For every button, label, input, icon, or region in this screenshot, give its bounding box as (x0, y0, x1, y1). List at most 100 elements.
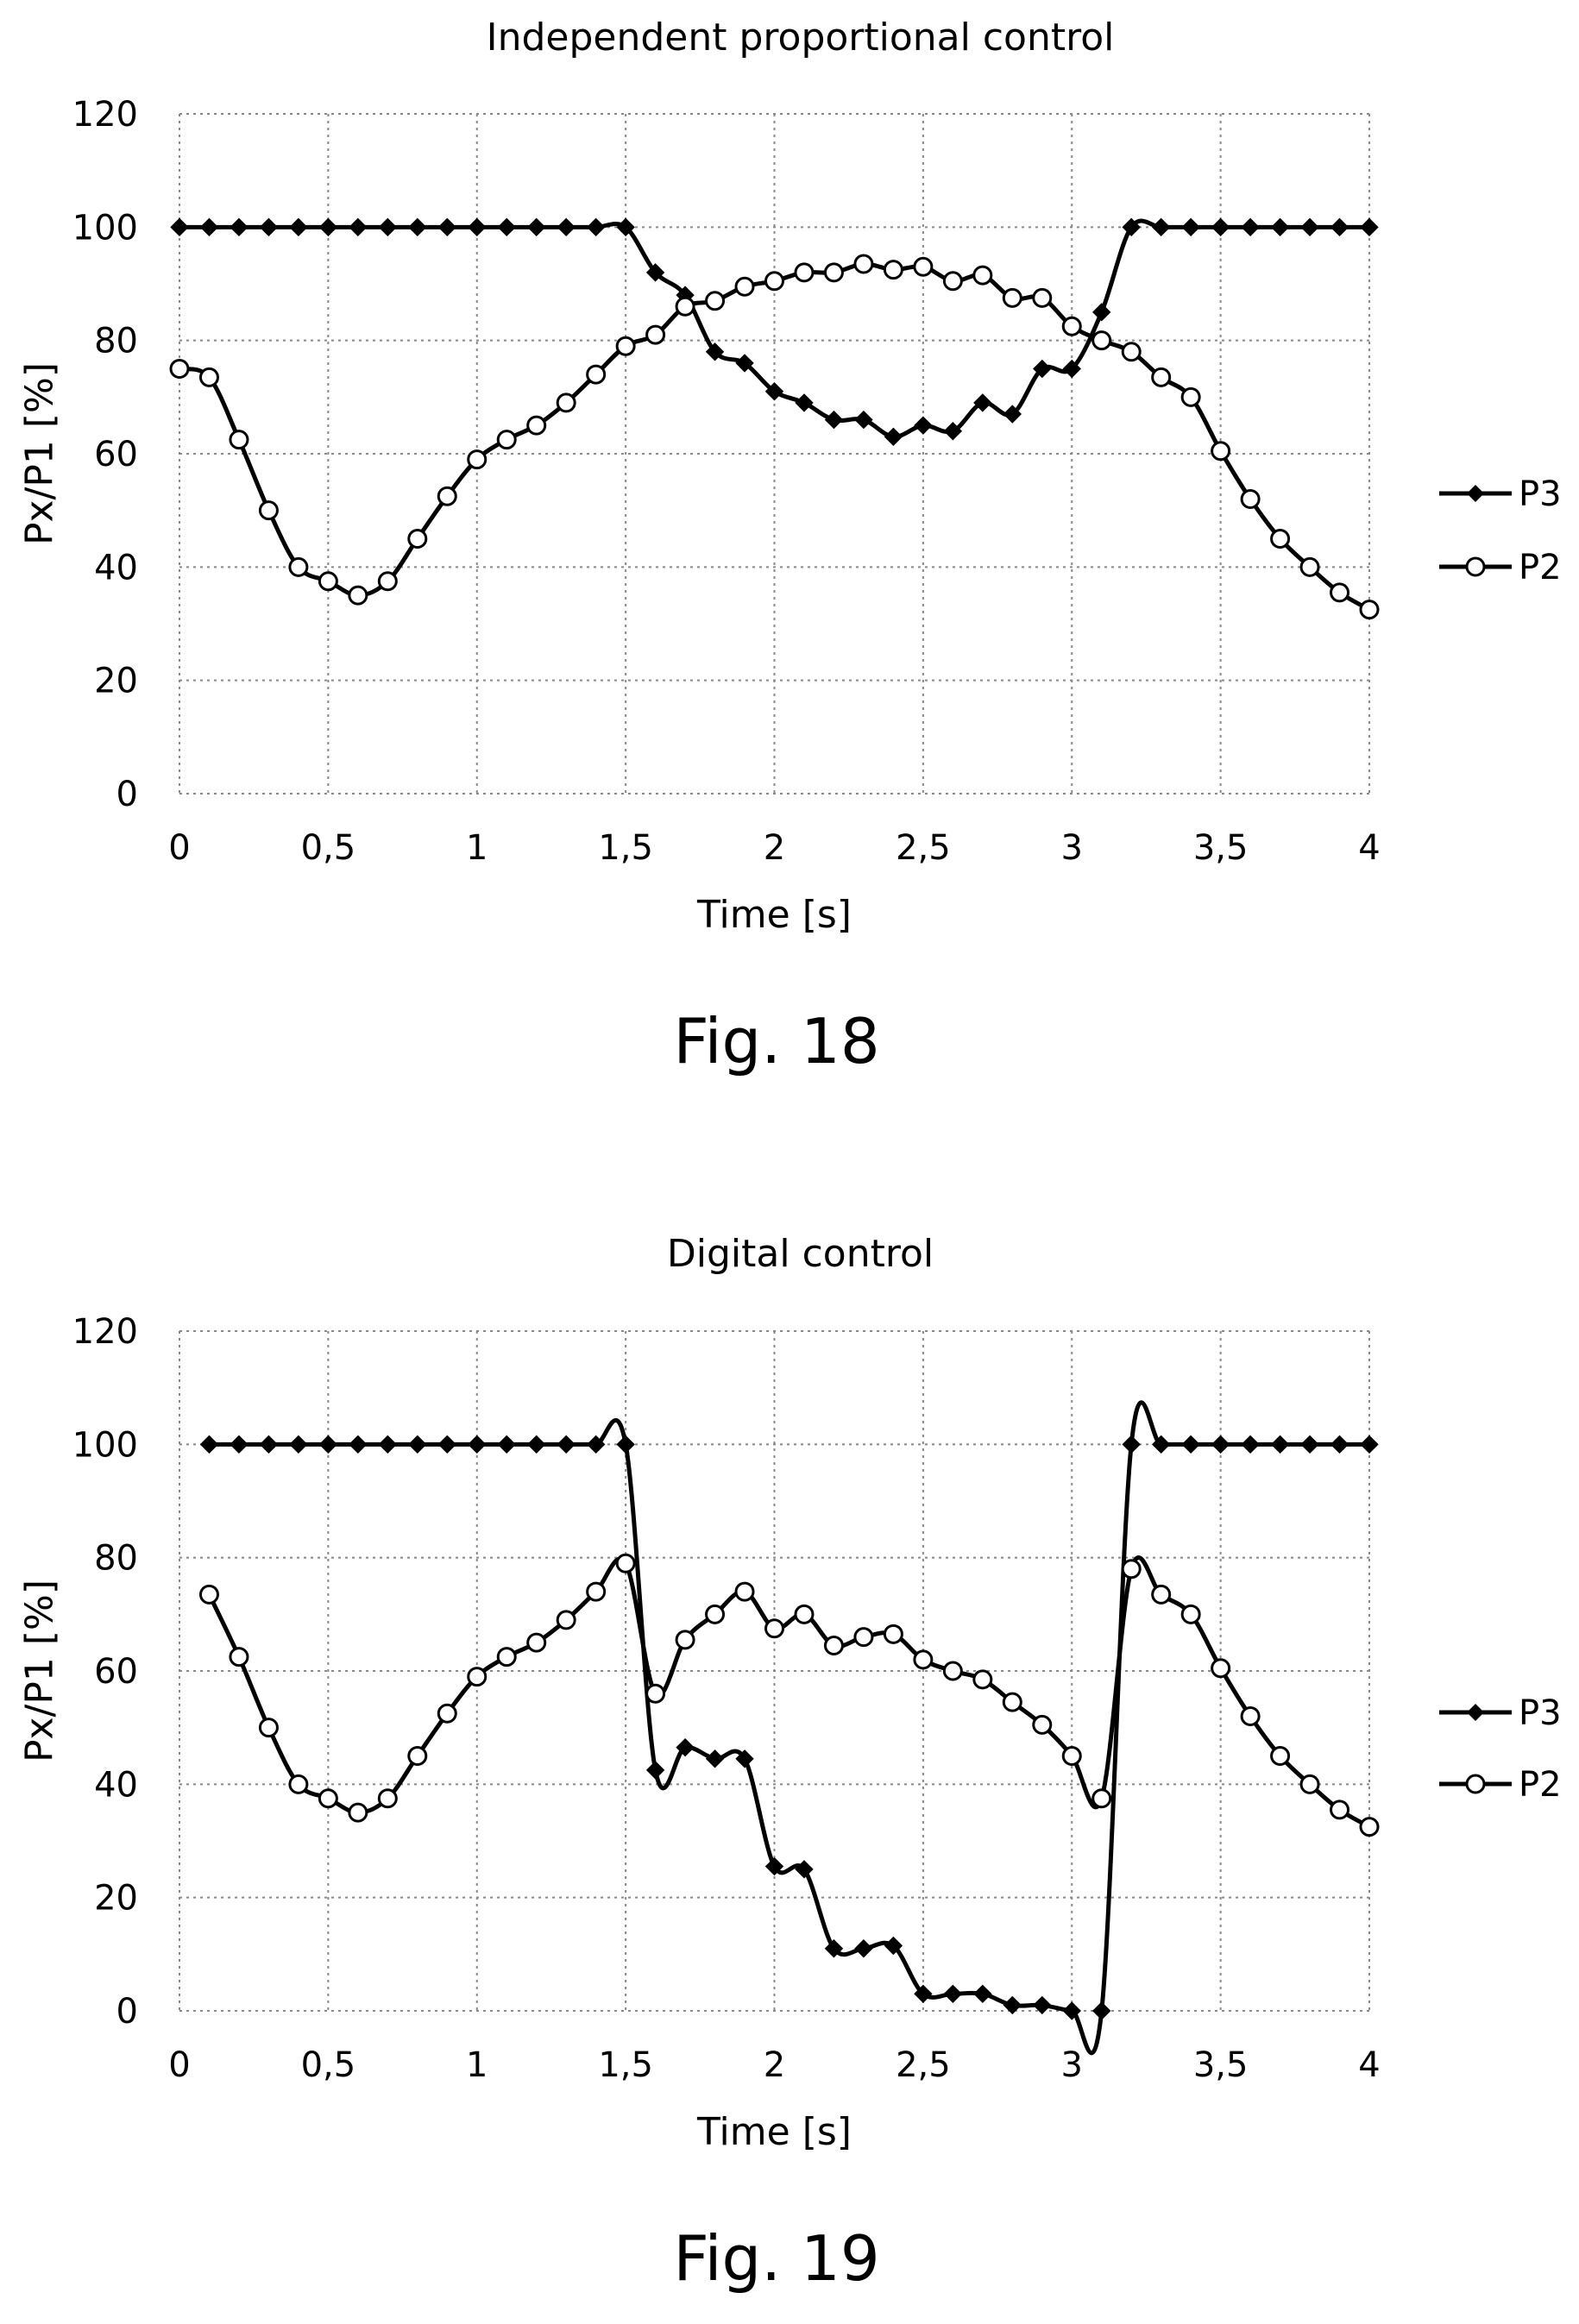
data-point (526, 1435, 546, 1454)
data-point (437, 486, 457, 506)
y-tick-label: 120 (72, 95, 138, 135)
data-point (468, 217, 487, 237)
data-point (1092, 2001, 1111, 2020)
data-point (675, 296, 695, 317)
data-point (764, 1856, 784, 1876)
data-point (735, 354, 754, 373)
data-point (823, 262, 844, 283)
data-point (259, 1435, 279, 1454)
x-tick-label: 0 (168, 2045, 190, 2085)
data-point (943, 422, 963, 441)
y-tick-label: 100 (72, 1425, 138, 1465)
data-point (1003, 405, 1022, 424)
data-point (169, 359, 190, 379)
data-point (616, 217, 635, 237)
x-tick-label: 0,5 (301, 828, 356, 868)
y-tick-label: 120 (72, 1312, 138, 1352)
data-point (496, 430, 517, 450)
data-point (942, 1661, 963, 1681)
x-axis-label: Time [s] (696, 2110, 852, 2154)
y-tick-label: 20 (94, 662, 138, 701)
legend-marker (1465, 556, 1486, 577)
data-point (1330, 1435, 1349, 1454)
data-point (883, 260, 903, 280)
data-point (1151, 1435, 1171, 1454)
data-point (1151, 217, 1171, 237)
data-point (914, 1984, 933, 2004)
data-point (1121, 1559, 1142, 1580)
data-point (764, 271, 784, 292)
data-point (972, 265, 993, 286)
data-point (198, 367, 219, 387)
x-tick-label: 2,5 (896, 828, 951, 868)
data-point (1092, 303, 1111, 322)
legend-marker (1467, 485, 1484, 502)
data-point (556, 1610, 576, 1630)
chart-title: Independent proportional control (487, 16, 1115, 60)
data-point (497, 217, 516, 237)
figure-caption: Fig. 19 (673, 2222, 879, 2295)
data-point (1181, 217, 1200, 237)
data-point (645, 263, 665, 282)
data-point (615, 336, 636, 356)
data-point (497, 1435, 516, 1454)
data-point (1151, 1584, 1172, 1605)
data-point (1300, 1435, 1319, 1454)
x-tick-label: 0,5 (301, 2045, 356, 2085)
legend: P3 P2 (1439, 1693, 1562, 1805)
data-point (1211, 1658, 1231, 1679)
data-point (348, 585, 368, 606)
data-point (1360, 217, 1379, 237)
data-point (467, 449, 488, 470)
data-point (883, 1624, 903, 1644)
data-point (1032, 287, 1053, 308)
data-point (318, 1788, 338, 1809)
data-point (318, 1435, 338, 1454)
data-point (586, 1435, 606, 1454)
series-line (209, 1400, 1369, 2056)
data-point (259, 217, 279, 237)
data-point (1061, 316, 1082, 336)
data-point (378, 217, 398, 237)
data-point (884, 1936, 903, 1956)
x-tick-label: 2 (764, 828, 785, 868)
data-point (170, 217, 189, 237)
series-line (207, 1555, 1371, 1829)
data-point (1061, 1746, 1082, 1766)
data-point (229, 1647, 249, 1668)
data-point (1241, 217, 1260, 237)
data-point (824, 1939, 844, 1958)
chart-title: Digital control (667, 1232, 934, 1276)
x-tick-label: 1,5 (598, 828, 653, 868)
data-point (973, 393, 992, 412)
data-point (556, 393, 576, 413)
data-point (794, 262, 815, 283)
data-point (645, 1683, 666, 1704)
data-point (795, 393, 814, 412)
data-point (230, 217, 248, 237)
x-tick-label: 2 (764, 2045, 785, 2085)
legend-label: P3 (1519, 474, 1562, 514)
data-point (794, 1604, 815, 1624)
data-point (349, 217, 368, 237)
y-tick-label: 60 (94, 435, 138, 474)
data-point (675, 1630, 695, 1650)
data-point (378, 1435, 398, 1454)
data-point (1330, 1800, 1350, 1820)
data-point (645, 1761, 665, 1780)
data-point (526, 1632, 547, 1653)
data-point (1211, 1435, 1230, 1454)
data-point (258, 1718, 279, 1738)
x-axis-label: Time [s] (696, 893, 852, 937)
data-point (1330, 217, 1349, 237)
data-point (1299, 556, 1320, 577)
data-point (199, 217, 219, 237)
data-point (230, 1435, 248, 1454)
data-point (972, 1669, 993, 1690)
legend-label: P2 (1519, 1765, 1562, 1805)
data-point (705, 291, 726, 311)
data-point (289, 1435, 308, 1454)
legend-label: P3 (1519, 1693, 1562, 1733)
x-tick-label: 3,5 (1193, 2045, 1249, 2085)
data-point (913, 256, 934, 277)
